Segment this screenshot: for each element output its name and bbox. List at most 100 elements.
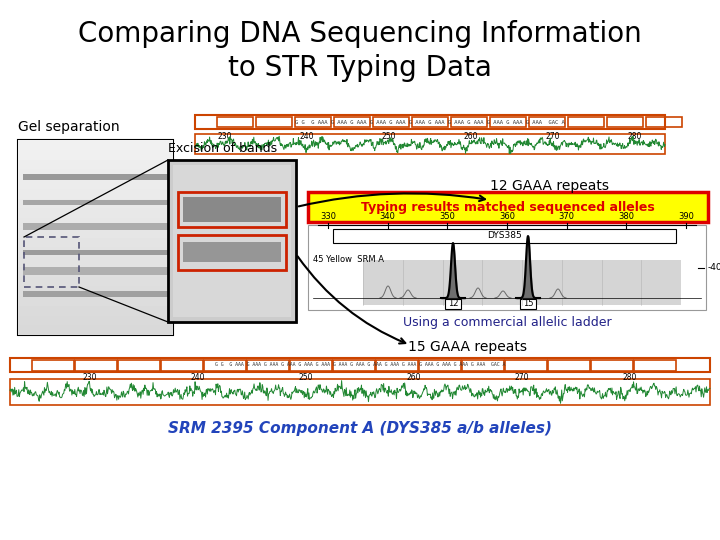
Bar [334,117,370,127]
Text: 350: 350 [439,212,455,221]
Bar [18,267,173,276]
Text: Excision of bands: Excision of bands [168,142,277,155]
Text: G G  G AAA G AAA G AAA G AAA G AAA G AAA G AAA G AAA G AAA G AAA G AAA G AAA  GA: G G G AAA G AAA G AAA G AAA G AAA G AAA … [295,119,565,125]
Text: 270: 270 [546,132,560,141]
Bar [10,358,710,372]
Text: Using a commercial allelic ladder: Using a commercial allelic ladder [402,316,611,329]
Bar [290,360,332,370]
Text: Typing results matched sequenced alleles: Typing results matched sequenced alleles [361,200,655,213]
Text: Comparing DNA Sequencing Information
to STR Typing Data: Comparing DNA Sequencing Information to … [78,20,642,82]
Bar [607,117,643,127]
Text: 15 GAAA repeats: 15 GAAA repeats [408,340,527,354]
Bar [18,247,173,257]
Text: 380: 380 [618,212,634,221]
Bar [591,360,633,370]
Text: 230: 230 [217,132,233,141]
Bar [247,360,289,370]
Bar [23,223,168,230]
Bar [18,140,173,335]
Bar [520,299,536,309]
Bar [24,237,79,287]
Bar [217,117,253,127]
Bar [18,179,173,189]
Bar [18,218,173,228]
Bar [18,306,173,315]
Bar [376,360,418,370]
Text: 280: 280 [623,373,637,382]
Bar [333,229,676,243]
Bar [451,117,487,127]
Bar [373,117,409,127]
Text: 12 GAAA repeats: 12 GAAA repeats [490,179,609,193]
Bar [18,150,173,159]
Bar [333,360,375,370]
Bar [178,192,286,227]
Bar [10,379,710,405]
Bar [168,160,296,322]
Bar [308,225,706,310]
Text: Gel separation: Gel separation [18,120,120,134]
Bar [118,360,160,370]
Bar [18,257,173,267]
Bar [23,250,168,255]
Bar [18,286,173,296]
Text: 330: 330 [320,212,336,221]
Bar [18,296,173,306]
Text: 12: 12 [448,300,458,308]
Bar [419,360,461,370]
Bar [18,189,173,199]
Bar [18,228,173,238]
Text: DYS385: DYS385 [487,232,522,240]
Text: SRM 2395 Component A (DYS385 a/b alleles): SRM 2395 Component A (DYS385 a/b alleles… [168,421,552,435]
Bar [18,140,173,150]
Bar [32,360,74,370]
Bar [18,276,173,286]
Bar [308,192,708,222]
Text: -400: -400 [708,264,720,273]
Text: 370: 370 [559,212,575,221]
Bar [75,360,117,370]
Bar [18,238,173,247]
Text: 45 Yellow  SRM A: 45 Yellow SRM A [313,255,384,265]
Bar [173,165,291,317]
Bar [161,360,203,370]
Bar [646,117,682,127]
Text: 280: 280 [628,132,642,141]
Bar [204,360,246,370]
Bar [23,200,168,205]
Text: 390: 390 [678,212,694,221]
Text: 250: 250 [299,373,313,382]
Bar [529,117,565,127]
Bar [462,360,504,370]
Bar [412,117,448,127]
Bar [295,117,331,127]
Bar [23,174,168,180]
Bar [18,199,173,208]
Text: 240: 240 [191,373,205,382]
Bar [18,315,173,325]
Bar [183,197,281,222]
Bar [568,117,604,127]
Bar [18,208,173,218]
Bar [195,134,665,154]
Bar [548,360,590,370]
Bar [18,325,173,335]
Text: 240: 240 [300,132,314,141]
Text: 270: 270 [515,373,529,382]
Bar [18,169,173,179]
Bar [195,115,665,129]
Text: 260: 260 [407,373,421,382]
Text: 360: 360 [499,212,515,221]
Text: 340: 340 [379,212,395,221]
Text: 250: 250 [382,132,396,141]
Bar [183,242,281,262]
Bar [178,235,286,270]
Bar [505,360,547,370]
Bar [23,291,168,297]
Bar [445,299,461,309]
Bar [363,260,681,305]
Bar [490,117,526,127]
Text: G G  G AAA G AAA G AAA G AAA G AAA G AAA G AAA G AAA G AAA G AAA G AAA G AAA G A: G G G AAA G AAA G AAA G AAA G AAA G AAA … [215,362,505,368]
Text: 230: 230 [83,373,97,382]
Bar [18,159,173,169]
